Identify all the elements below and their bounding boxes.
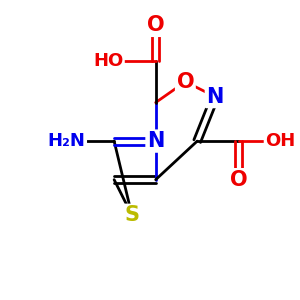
Text: N: N	[147, 131, 164, 151]
Text: N: N	[206, 87, 224, 106]
Text: O: O	[147, 15, 164, 35]
Text: OH: OH	[265, 132, 296, 150]
Text: O: O	[230, 170, 248, 190]
Text: S: S	[124, 205, 140, 225]
Text: H₂N: H₂N	[48, 132, 86, 150]
Text: O: O	[176, 72, 194, 92]
Text: HO: HO	[93, 52, 123, 70]
